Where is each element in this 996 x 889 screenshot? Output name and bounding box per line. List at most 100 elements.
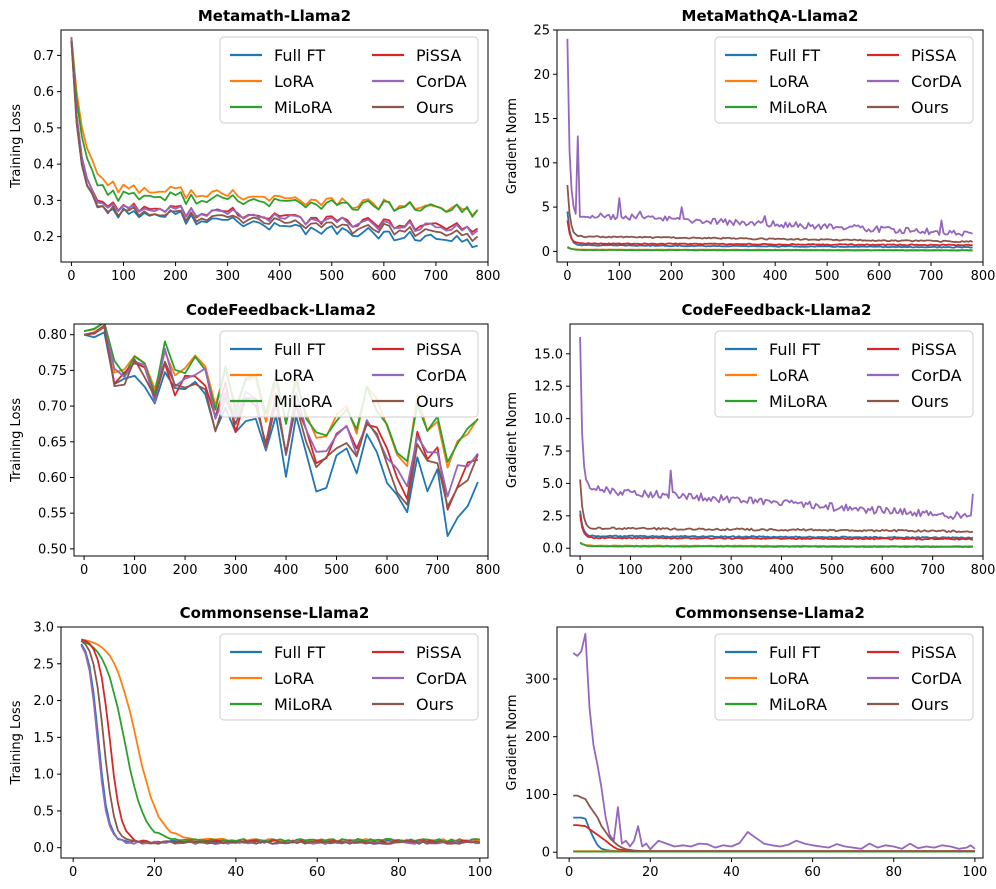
x-tick-label: 40 [723, 865, 740, 880]
legend-box [714, 633, 974, 721]
legend-label: PiSSA [911, 46, 956, 65]
legend-label: CorDA [416, 366, 467, 385]
legend-label: Full FT [769, 340, 820, 359]
y-tick-label: 2.0 [33, 694, 54, 709]
axes-frame [60, 29, 489, 263]
x-tick-label: 100 [111, 269, 136, 284]
y-tick-label: 10.0 [534, 412, 563, 427]
legend-label: LoRA [274, 366, 314, 385]
series-group [70, 37, 479, 249]
legend-label: PiSSA [416, 340, 461, 359]
x-tick-label: 400 [267, 269, 292, 284]
legend-label: Full FT [274, 46, 325, 65]
legend-label: Ours [416, 392, 454, 411]
x-tick-label: 20 [146, 865, 163, 880]
legend-label: Full FT [769, 46, 820, 65]
chart-title: Metamath-Llama2 [198, 7, 351, 25]
y-tick-label: 5.0 [542, 477, 563, 492]
x-tick-label: 0 [576, 563, 584, 578]
x-tick-label: 600 [870, 563, 895, 578]
y-tick-label: 0.65 [38, 435, 67, 450]
axes-frame [569, 323, 984, 557]
series-group [572, 633, 976, 853]
x-tick-label: 100 [962, 865, 987, 880]
y-tick-label: 0.50 [38, 542, 67, 557]
x-tick-label: 700 [424, 269, 449, 284]
x-tick-label: 100 [467, 865, 492, 880]
x-tick-label: 500 [324, 563, 349, 578]
y-tick-label: 0.60 [38, 471, 67, 486]
series-line-full-ft [566, 211, 973, 249]
x-tick-label: 700 [920, 563, 945, 578]
y-tick-label: 0.75 [38, 364, 67, 379]
x-tick-label: 800 [971, 563, 996, 578]
y-tick-label: 0.55 [38, 507, 67, 522]
x-tick-label: 300 [719, 563, 744, 578]
series-group [566, 38, 974, 252]
legend-label: Full FT [274, 340, 325, 359]
x-tick-label: 80 [390, 865, 407, 880]
y-tick-label: 0.0 [33, 841, 54, 856]
legend-label: PiSSA [911, 643, 956, 662]
y-tick-label: 2.5 [33, 657, 54, 672]
chart-title: MetaMathQA-Llama2 [682, 7, 859, 25]
x-tick-label: 500 [819, 563, 844, 578]
y-axis-label: Gradient Norm [505, 694, 520, 790]
x-tick-label: 600 [867, 269, 892, 284]
chart-title: Commonsense-Llama2 [180, 604, 370, 622]
legend-label: MiLoRA [769, 98, 827, 117]
x-tick-label: 600 [371, 269, 396, 284]
legend: Full FT LoRA MiLoRA PiSSA CorDA Ours [219, 633, 479, 721]
legend-label: CorDA [416, 72, 467, 91]
legend-box [219, 330, 479, 418]
y-tick-label: 0 [542, 846, 550, 861]
chart-panel-2: 0 100 200 300 400 500 600 700 800 0 5 10 15 20 25 MetaM… [505, 7, 995, 284]
y-tick-label: 1.0 [33, 768, 54, 783]
x-tick-label: 500 [319, 269, 344, 284]
y-tick-label: 0 [542, 245, 550, 260]
legend-label: PiSSA [416, 46, 461, 65]
legend: Full FT LoRA MiLoRA PiSSA CorDA Ours [714, 36, 974, 124]
chart-title: Commonsense-Llama2 [675, 604, 865, 622]
series-line-full-ft [83, 331, 479, 537]
legend-label: Full FT [769, 643, 820, 662]
y-tick-label: 0.80 [38, 328, 67, 343]
axes-frame [556, 626, 984, 859]
series-line-milora [579, 541, 974, 548]
x-tick-label: 20 [642, 865, 659, 880]
legend-label: Full FT [274, 643, 325, 662]
chart-panel-5: 0 20 40 60 80 100 0.0 0.5 1.0 1.5 2.0 2.5 3.0 Commons… [9, 604, 492, 880]
x-tick-label: 800 [476, 563, 501, 578]
legend-label: LoRA [769, 72, 809, 91]
axes-frame [73, 323, 489, 557]
x-tick-label: 400 [769, 563, 794, 578]
legend-label: LoRA [274, 669, 314, 688]
legend-label: MiLoRA [769, 392, 827, 411]
y-tick-label: 0.5 [33, 804, 54, 819]
y-tick-label: 300 [525, 672, 550, 687]
series-line-corda [566, 38, 973, 237]
y-tick-label: 0.5 [33, 121, 54, 136]
series-line-pissa [566, 220, 973, 247]
series-line-ours [83, 324, 479, 508]
x-tick-label: 200 [173, 563, 198, 578]
y-tick-label: 12.5 [534, 380, 563, 395]
legend-box [714, 330, 974, 418]
y-tick-label: 0.3 [33, 194, 54, 209]
series-line-corda [579, 336, 974, 520]
series-line-milora [70, 37, 479, 218]
y-axis-label: Training Loss [9, 398, 24, 483]
series-group [579, 336, 974, 548]
x-tick-label: 700 [919, 269, 944, 284]
series-line-ours [70, 40, 479, 242]
series-line-pissa [579, 514, 974, 541]
legend-label: Ours [416, 695, 454, 714]
series-line-ours [579, 479, 974, 534]
y-tick-label: 100 [525, 788, 550, 803]
x-tick-label: 0 [80, 563, 88, 578]
y-axis-label: Gradient Norm [505, 98, 520, 194]
x-tick-label: 500 [815, 269, 840, 284]
axes-frame [60, 626, 489, 859]
y-tick-label: 10 [533, 156, 550, 171]
legend-box [219, 36, 479, 124]
